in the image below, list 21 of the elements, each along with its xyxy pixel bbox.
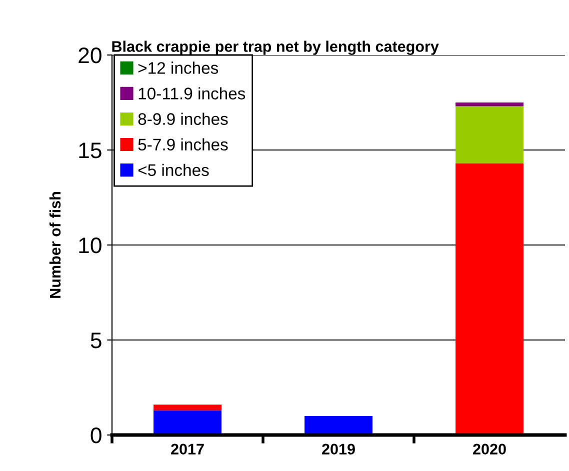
legend-label: <5 inches xyxy=(138,164,209,176)
x-tick-label: 2020 xyxy=(473,444,506,455)
bar xyxy=(154,410,222,435)
y-tick-label: 10 xyxy=(79,238,102,254)
y-tick-label: 20 xyxy=(78,48,102,64)
bar xyxy=(456,106,524,164)
bar xyxy=(456,163,524,435)
x-tick-label: 2019 xyxy=(322,444,355,455)
y-axis-title: Number of fish xyxy=(49,192,61,298)
x-tick-label: 2017 xyxy=(171,444,204,455)
y-tick-label: 0 xyxy=(90,428,102,444)
legend-label: 8-9.9 inches xyxy=(138,112,228,125)
legend-label: 5-7.9 inches xyxy=(138,138,228,151)
bar xyxy=(304,416,372,435)
chart-title: Black crappie per trap net by length category xyxy=(112,40,439,55)
legend-label: 10-11.9 inches xyxy=(138,87,246,100)
legend-label: >12 inches xyxy=(138,62,218,74)
bar xyxy=(456,102,524,106)
y-tick-label: 5 xyxy=(90,332,102,348)
y-tick-label: 15 xyxy=(79,142,102,158)
bar xyxy=(154,404,222,410)
